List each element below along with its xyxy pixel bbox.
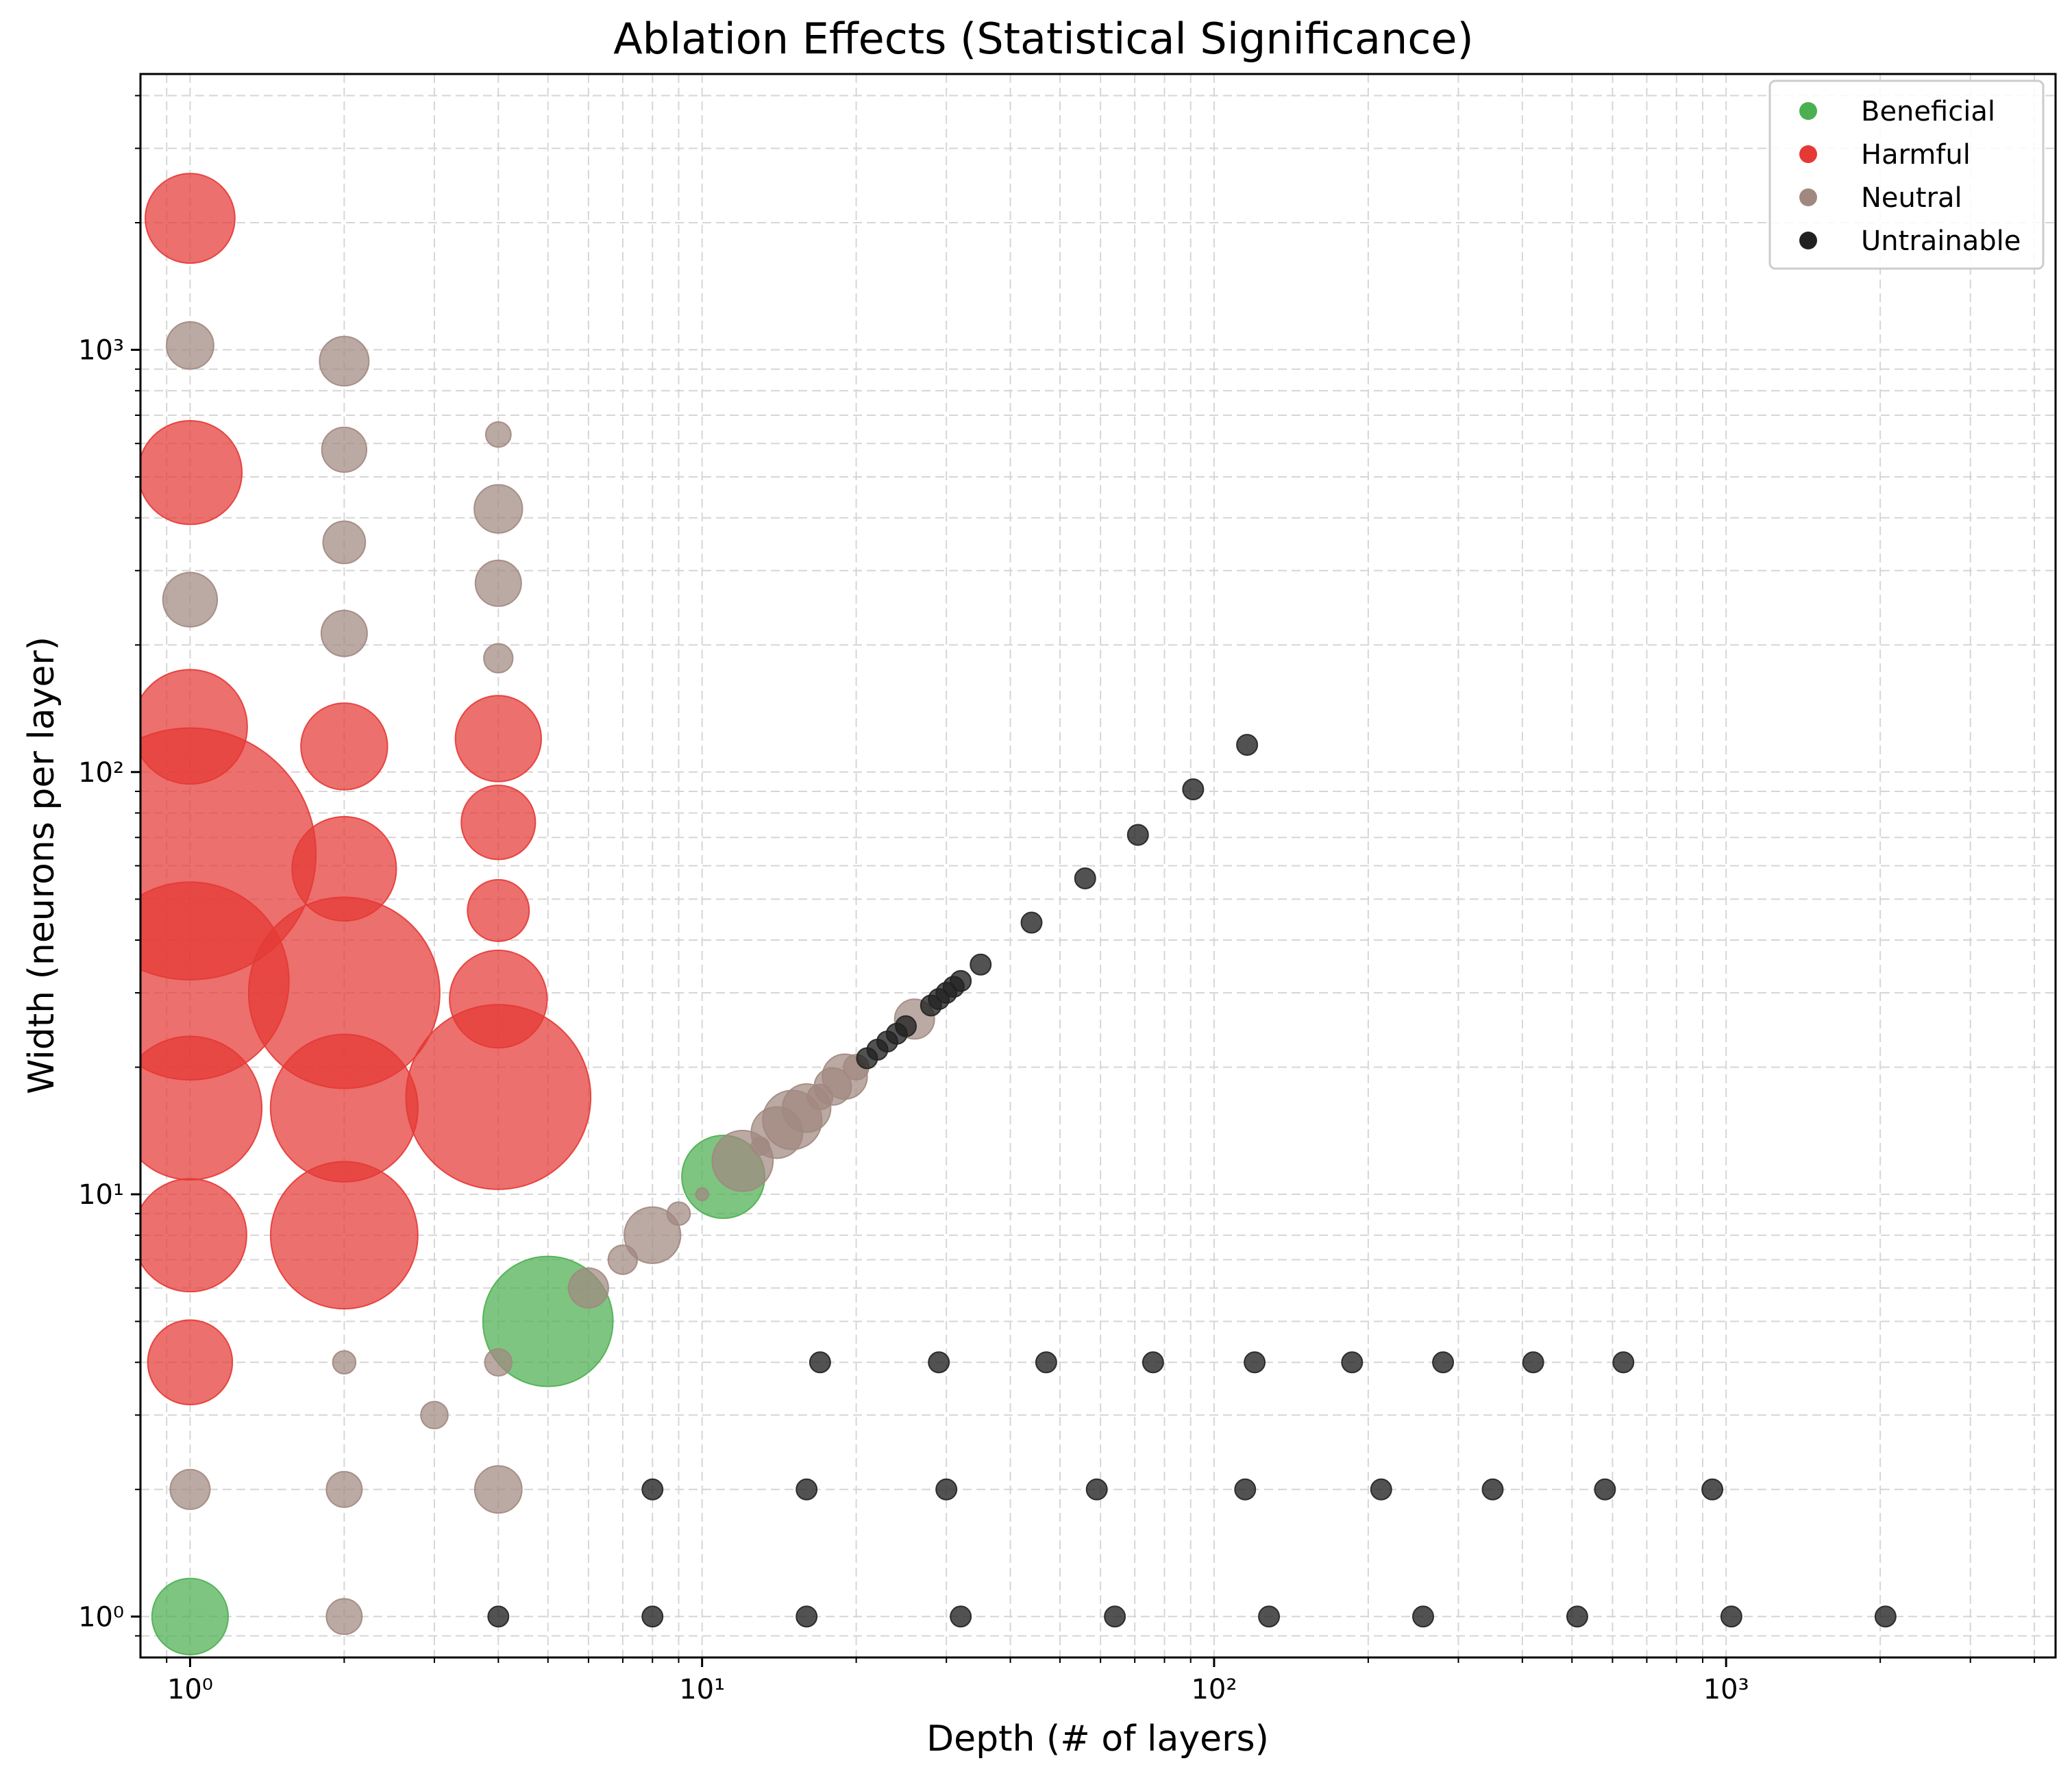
legend-marker-untrainable: [1799, 232, 1817, 249]
neutral-point: [624, 1206, 682, 1264]
axis-ticks: 10⁰ 10¹ 10² 10³ 10⁰ 10¹ 10² 10³: [78, 95, 2036, 1705]
neutral-point: [484, 421, 512, 448]
untrainable-point: [1244, 1351, 1266, 1374]
x-tick-label: 10⁰: [167, 1674, 213, 1705]
neutral-point: [321, 426, 368, 473]
grid-lines: [140, 74, 2056, 1657]
scatter-points: [140, 173, 1897, 1655]
harmful-point: [269, 1033, 419, 1183]
neutral-point: [325, 1470, 363, 1508]
neutral-point: [473, 1465, 523, 1514]
legend-label-beneficial: Beneficial: [1861, 96, 1995, 127]
neutral-point: [420, 1401, 449, 1430]
untrainable-point: [1234, 1478, 1257, 1501]
x-axis-label: Depth (# of layers): [926, 1718, 1269, 1760]
harmful-point: [147, 1319, 234, 1406]
untrainable-point: [1612, 1351, 1635, 1374]
harmful-point: [467, 878, 530, 942]
neutral-point: [332, 1350, 357, 1375]
neutral-point: [320, 609, 368, 657]
untrainable-point: [1182, 778, 1205, 801]
y-tick-label: 10³: [78, 335, 124, 367]
untrainable-point: [487, 1605, 510, 1628]
untrainable-point: [950, 1605, 972, 1628]
harmful-point: [460, 785, 536, 861]
harmful-point: [405, 1004, 592, 1190]
untrainable-point: [1566, 1605, 1588, 1628]
untrainable-point: [1411, 1605, 1434, 1628]
y-tick-label: 10²: [78, 757, 124, 789]
harmful-point: [140, 1178, 247, 1293]
untrainable-point: [1341, 1351, 1364, 1374]
neutral-point: [483, 643, 514, 674]
chart-title: Ablation Effects (Statistical Significan…: [613, 14, 1473, 64]
legend-label-untrainable: Untrainable: [1861, 225, 2021, 257]
neutral-point: [484, 1348, 513, 1377]
untrainable-point: [1104, 1605, 1126, 1628]
untrainable-point: [928, 1351, 950, 1374]
untrainable-point: [1236, 734, 1259, 756]
untrainable-point: [809, 1351, 831, 1374]
x-tick-label: 10²: [1191, 1674, 1237, 1705]
x-tick-label: 10³: [1703, 1674, 1749, 1705]
untrainable-point: [641, 1478, 664, 1501]
legend-frame: [1768, 79, 2045, 270]
untrainable-point: [935, 1478, 958, 1501]
untrainable-point: [970, 953, 992, 976]
legend-marker-beneficial: [1799, 102, 1817, 120]
harmful-point: [454, 695, 543, 782]
y-tick-label: 10¹: [78, 1179, 124, 1211]
legend-label-harmful: Harmful: [1861, 139, 1971, 171]
legend-marker-harmful: [1799, 145, 1817, 163]
plot-frame: [139, 73, 2057, 1659]
untrainable-point: [1074, 867, 1096, 889]
legend-label-neutral: Neutral: [1861, 182, 1962, 214]
untrainable-point: [895, 1015, 917, 1037]
neutral-point: [695, 1187, 709, 1202]
x-tick-label: 10¹: [679, 1674, 725, 1705]
y-tick-label: 10⁰: [78, 1601, 124, 1633]
harmful-point: [140, 420, 243, 526]
untrainable-point: [1126, 824, 1149, 846]
neutral-point: [166, 321, 214, 370]
untrainable-point: [1432, 1351, 1455, 1374]
untrainable-point: [1874, 1605, 1897, 1628]
untrainable-point: [1142, 1351, 1164, 1374]
untrainable-point: [1481, 1478, 1504, 1501]
neutral-point: [322, 520, 367, 565]
neutral-point: [666, 1201, 691, 1226]
untrainable-point: [1258, 1605, 1281, 1628]
untrainable-point: [1085, 1478, 1108, 1501]
legend: Beneficial Harmful Neutral Untrainable: [1768, 79, 2045, 270]
neutral-point: [473, 484, 523, 534]
harmful-point: [300, 702, 388, 791]
neutral-point: [325, 1598, 363, 1636]
harmful-point: [269, 1161, 419, 1310]
untrainable-point: [950, 970, 972, 992]
neutral-point: [474, 559, 522, 607]
y-axis-label: Width (neurons per layer): [21, 637, 62, 1094]
untrainable-point: [1720, 1605, 1742, 1628]
untrainable-point: [1701, 1478, 1724, 1501]
untrainable-point: [796, 1478, 818, 1501]
untrainable-point: [1035, 1351, 1057, 1374]
neutral-point: [319, 336, 370, 387]
untrainable-point: [1594, 1478, 1616, 1501]
untrainable-point: [641, 1605, 664, 1628]
untrainable-point: [796, 1605, 818, 1628]
untrainable-point: [1020, 911, 1043, 934]
untrainable-point: [1370, 1478, 1392, 1501]
neutral-point: [162, 571, 219, 628]
neutral-point: [169, 1468, 211, 1510]
legend-marker-neutral: [1799, 188, 1817, 206]
harmful-point: [145, 173, 236, 264]
neutral-point: [567, 1267, 609, 1309]
beneficial-point: [151, 1577, 230, 1655]
untrainable-point: [1522, 1351, 1544, 1374]
